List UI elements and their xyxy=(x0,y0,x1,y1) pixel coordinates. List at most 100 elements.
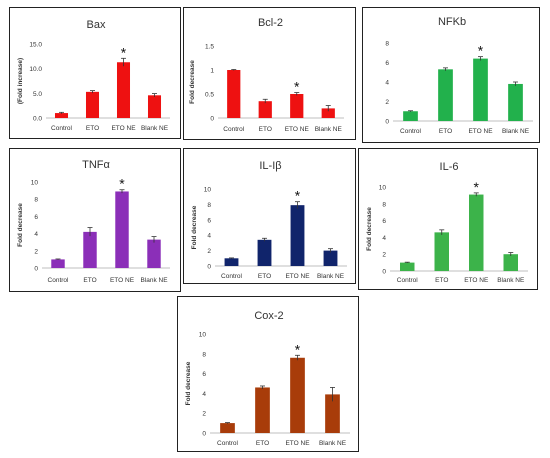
x-tick-label: Control xyxy=(397,277,419,284)
x-tick-label: ETO xyxy=(83,277,96,284)
chart-title: Bcl-2 xyxy=(258,17,283,29)
y-tick-label: 10 xyxy=(31,180,39,187)
bar xyxy=(54,113,69,118)
y-tick-label: 10 xyxy=(199,332,207,339)
x-tick-label: ETO NE xyxy=(468,128,493,135)
y-tick-label: 2 xyxy=(34,248,38,255)
bar xyxy=(325,394,340,433)
x-tick-label: ETO xyxy=(258,273,271,280)
bar xyxy=(469,194,484,271)
bar-chart: Bcl-2 Fold decrease 0 0.5 1 1.5 Control ETO ETO … xyxy=(189,17,344,133)
x-tick-label: ETO NE xyxy=(285,440,310,447)
bar xyxy=(403,111,418,121)
chart-panel-tnfa: TNFα Fold decrease 0 2 4 6 8 10 Control ETO ETO NE… xyxy=(9,148,181,292)
bar xyxy=(115,191,129,268)
bar xyxy=(290,94,304,118)
chart-panel-bax: Bax (Fold increase) 0.0 5.0 10.0 15.0 Control E… xyxy=(9,7,181,139)
y-tick-label: 8 xyxy=(202,351,206,358)
y-tick-label: 1.5 xyxy=(205,44,214,51)
bar xyxy=(290,357,305,433)
y-tick-label: 0 xyxy=(210,116,214,123)
y-tick-label: 0 xyxy=(202,431,206,438)
significance-marker: * xyxy=(119,176,125,192)
y-axis-label: Fold decrease xyxy=(366,207,373,251)
bar-chart: TNFα Fold decrease 0 2 4 6 8 10 Control ETO ETO NE… xyxy=(17,159,170,284)
x-tick-label: ETO NE xyxy=(111,125,136,132)
bar xyxy=(116,62,131,118)
bar xyxy=(473,58,488,121)
chart-panel-il1b: IL-Iβ Fold decrease 0 2 4 6 8 10 Control ETO ETO N… xyxy=(183,148,356,284)
chart-title: Bax xyxy=(87,19,106,31)
x-tick-label: ETO xyxy=(256,440,269,447)
significance-marker: * xyxy=(478,43,484,59)
chart-title: IL-Iβ xyxy=(259,160,281,172)
bar xyxy=(51,259,65,268)
chart-title: Cox-2 xyxy=(254,310,283,322)
x-tick-label: Blank NE xyxy=(497,277,525,284)
y-axis-label: Fold decrease xyxy=(191,205,198,249)
x-tick-label: Blank NE xyxy=(502,128,530,135)
bar-chart: IL-6 Fold decrease 0 2 4 6 8 10 Control ETO ETO NE… xyxy=(366,161,528,284)
bar-chart: Cox-2 Fold decrease 0 2 4 6 8 10 Control ETO ETO N… xyxy=(185,310,350,447)
x-tick-label: ETO xyxy=(435,277,448,284)
y-tick-label: 6 xyxy=(207,217,211,224)
y-tick-label: 2 xyxy=(385,99,389,106)
x-tick-label: ETO xyxy=(439,128,452,135)
x-tick-label: ETO NE xyxy=(464,277,489,284)
x-tick-label: Control xyxy=(223,126,245,133)
x-tick-label: Control xyxy=(48,277,70,284)
y-tick-label: 1 xyxy=(210,68,214,75)
y-tick-label: 4 xyxy=(207,233,211,240)
bar-chart: NFKb 0 2 4 6 8 Control ETO ETO NE * Blank NE xyxy=(385,16,533,135)
x-tick-label: Blank NE xyxy=(319,440,347,447)
y-tick-label: 10 xyxy=(379,185,387,192)
y-tick-label: 10 xyxy=(204,187,212,194)
x-tick-label: Blank NE xyxy=(315,126,343,133)
bar xyxy=(503,254,518,271)
bar xyxy=(255,387,270,433)
significance-marker: * xyxy=(474,179,480,195)
x-tick-label: Control xyxy=(217,440,239,447)
bar xyxy=(321,108,335,118)
x-tick-label: Blank NE xyxy=(141,125,169,132)
y-tick-label: 0 xyxy=(385,119,389,126)
bar xyxy=(323,250,338,266)
significance-marker: * xyxy=(121,44,127,60)
x-tick-label: Control xyxy=(221,273,243,280)
y-tick-label: 6 xyxy=(385,60,389,67)
y-tick-label: 4 xyxy=(382,235,386,242)
bar xyxy=(147,239,161,268)
x-tick-label: ETO NE xyxy=(285,126,310,133)
y-tick-label: 4 xyxy=(385,80,389,87)
bar xyxy=(438,69,453,121)
y-tick-label: 6 xyxy=(202,371,206,378)
bar xyxy=(258,101,272,118)
bar xyxy=(227,70,241,118)
bar-chart: IL-Iβ Fold decrease 0 2 4 6 8 10 Control ETO ETO N… xyxy=(191,160,347,280)
chart-title: NFKb xyxy=(438,16,466,28)
significance-marker: * xyxy=(295,341,301,357)
y-tick-label: 8 xyxy=(207,202,211,209)
chart-panel-nfkb: NFKb 0 2 4 6 8 Control ETO ETO NE * Blank NE xyxy=(362,7,540,143)
y-tick-label: 2 xyxy=(382,252,386,259)
y-tick-label: 8 xyxy=(385,41,389,48)
chart-title: TNFα xyxy=(82,159,110,171)
bar xyxy=(147,95,162,118)
y-tick-label: 10.0 xyxy=(29,66,42,73)
y-tick-label: 2 xyxy=(202,411,206,418)
bar xyxy=(400,262,415,271)
y-axis-label: Fold decrease xyxy=(185,361,192,405)
y-tick-label: 6 xyxy=(382,218,386,225)
significance-marker: * xyxy=(294,79,300,95)
y-tick-label: 5.0 xyxy=(33,91,42,98)
significance-marker: * xyxy=(295,188,301,204)
y-tick-label: 4 xyxy=(202,391,206,398)
x-tick-label: ETO xyxy=(86,125,99,132)
y-tick-label: 6 xyxy=(34,214,38,221)
x-tick-label: Control xyxy=(400,128,422,135)
chart-panel-il6: IL-6 Fold decrease 0 2 4 6 8 10 Control ETO ETO NE… xyxy=(358,148,538,290)
x-tick-label: Blank NE xyxy=(317,273,345,280)
y-tick-label: 0.0 xyxy=(33,116,42,123)
x-tick-label: Blank NE xyxy=(140,277,168,284)
y-tick-label: 0 xyxy=(34,266,38,273)
